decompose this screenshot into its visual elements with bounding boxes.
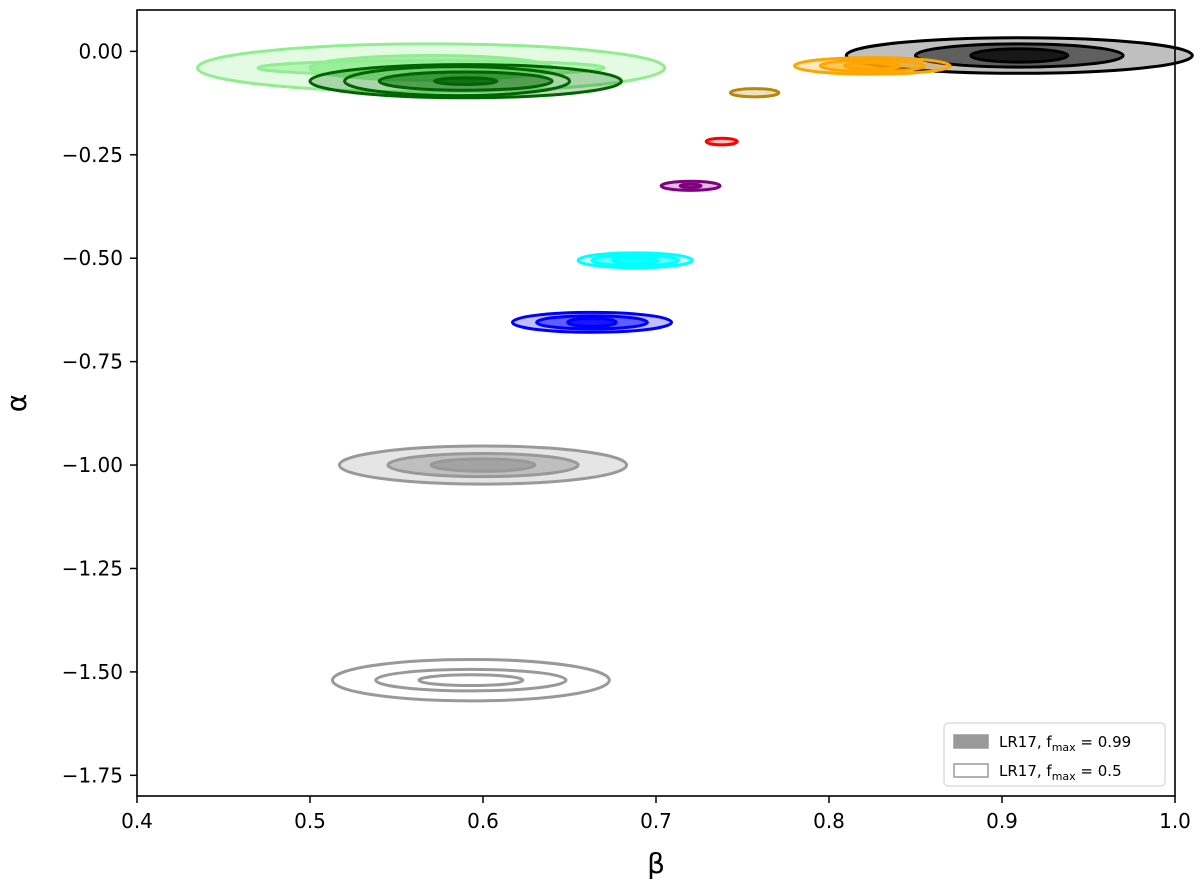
contour-layer (196, 36, 1194, 703)
contour-9-level-2 (566, 316, 618, 328)
y-tick-label: −0.50 (62, 246, 123, 270)
contour-7-level-1 (678, 182, 703, 189)
legend-entry-label: LR17, fmax = 0.5 (999, 762, 1122, 783)
y-tick-label: −1.25 (62, 556, 123, 580)
contour-5-level-0 (728, 87, 781, 99)
x-tick-label: 1.0 (1159, 809, 1191, 833)
y-tick-label: −1.75 (62, 763, 123, 787)
contour-11-level-2 (417, 673, 525, 688)
contour-11-level-1 (374, 667, 568, 693)
contour-10-level-2 (429, 457, 537, 473)
x-tick-label: 0.7 (640, 809, 672, 833)
x-tick-label: 0.4 (121, 809, 153, 833)
y-tick-label: −1.00 (62, 453, 123, 477)
legend: LR17, fmax = 0.99 LR17, fmax = 0.5 (943, 722, 1166, 787)
x-tick-label: 0.9 (986, 809, 1018, 833)
x-tick-label: 0.5 (294, 809, 326, 833)
legend-box (943, 722, 1166, 787)
legend-entry-label: LR17, fmax = 0.99 (999, 733, 1131, 754)
y-tick-label: 0.00 (78, 39, 123, 63)
contour-2-level-0 (343, 65, 571, 98)
legend-swatch (953, 763, 989, 778)
x-axis: 0.4 0.5 0.6 0.7 0.8 0.9 1.0 (121, 796, 1191, 833)
y-axis-label: α (0, 394, 33, 412)
contour-1-level-2 (433, 76, 499, 86)
contour-11-level-0 (330, 657, 611, 703)
legend-swatch (953, 734, 989, 749)
x-tick-label: 0.6 (467, 809, 499, 833)
y-tick-label: −0.75 (62, 350, 123, 374)
x-axis-label: β (647, 847, 665, 880)
y-tick-label: −1.50 (62, 660, 123, 684)
contour-4-level-2 (843, 61, 902, 71)
contour-3-level-2 (969, 47, 1070, 64)
y-axis: 0.00 −0.25 −0.50 −0.75 −1.00 −1.25 −1.50 −1.75 (62, 39, 137, 787)
y-tick-label: −0.25 (62, 143, 123, 167)
contour-6-level-0 (704, 136, 739, 147)
contour-8-level-2 (611, 255, 660, 266)
plot-frame (136, 9, 1176, 797)
x-tick-label: 0.8 (813, 809, 845, 833)
